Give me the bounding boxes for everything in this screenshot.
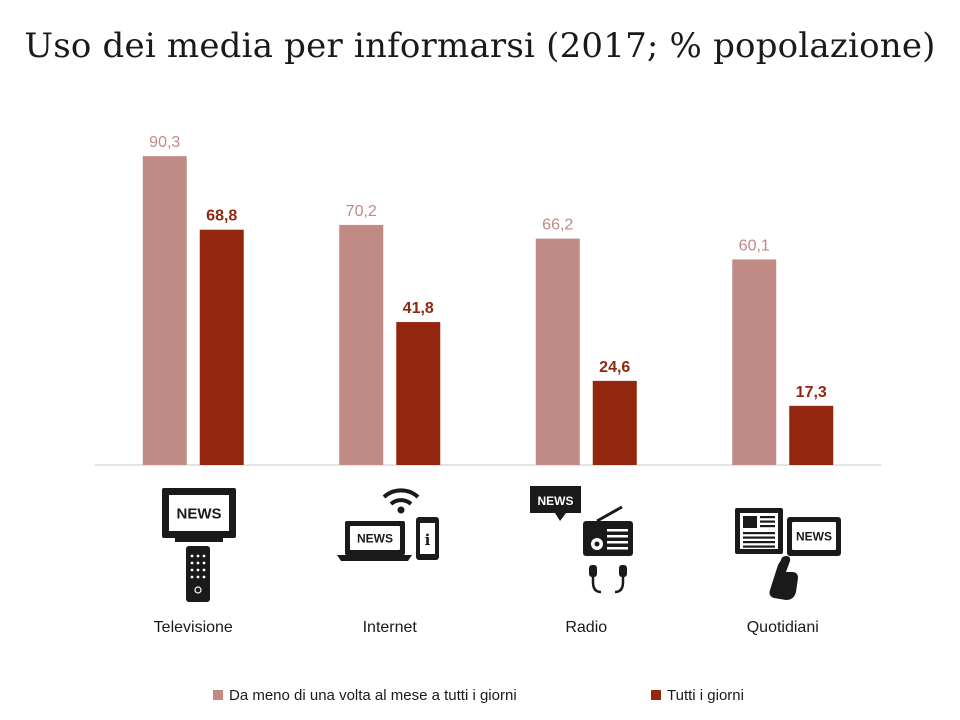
svg-text:i: i	[425, 531, 431, 549]
bar-televisione-series-1	[142, 156, 187, 465]
data-label: 66,2	[542, 217, 573, 234]
chart-title: Uso dei media per informarsi (2017; % po…	[24, 26, 936, 66]
data-label: 24,6	[599, 359, 630, 376]
category-label: Internet	[363, 619, 418, 636]
svg-text:NEWS: NEWS	[357, 531, 393, 545]
category-label: Quotidiani	[747, 619, 819, 636]
legend-label: Da meno di una volta al mese a tutti i g…	[229, 687, 517, 704]
bar-quotidiani-series-2	[789, 405, 834, 465]
category-label: Televisione	[154, 619, 233, 636]
newspaper-news-icon: NEWS	[735, 508, 841, 600]
bar-radio-series-2	[592, 380, 637, 465]
bar-televisione-series-2	[199, 229, 244, 465]
data-label: 68,8	[206, 208, 237, 225]
tv-news-icon: NEWS	[162, 488, 236, 602]
data-label: 17,3	[796, 384, 827, 401]
data-label: 41,8	[403, 300, 434, 317]
bar-quotidiani-series-1	[732, 259, 777, 465]
legend-label: Tutti i giorni	[667, 687, 744, 704]
svg-text:NEWS: NEWS	[796, 529, 832, 543]
radio-news-icon: NEWS	[530, 486, 633, 594]
bar-radio-series-1	[535, 238, 580, 465]
bar-internet-series-2	[396, 322, 441, 465]
bar-internet-series-1	[339, 224, 384, 465]
category-label: Radio	[565, 619, 607, 636]
data-label: 70,2	[346, 203, 377, 220]
data-label: 90,3	[149, 134, 180, 151]
legend-swatch	[213, 690, 223, 700]
svg-text:NEWS: NEWS	[177, 505, 222, 522]
internet-news-icon: NEWS i	[337, 488, 439, 561]
data-label: 60,1	[739, 237, 770, 254]
svg-text:NEWS: NEWS	[538, 494, 574, 508]
legend-swatch	[651, 690, 661, 700]
